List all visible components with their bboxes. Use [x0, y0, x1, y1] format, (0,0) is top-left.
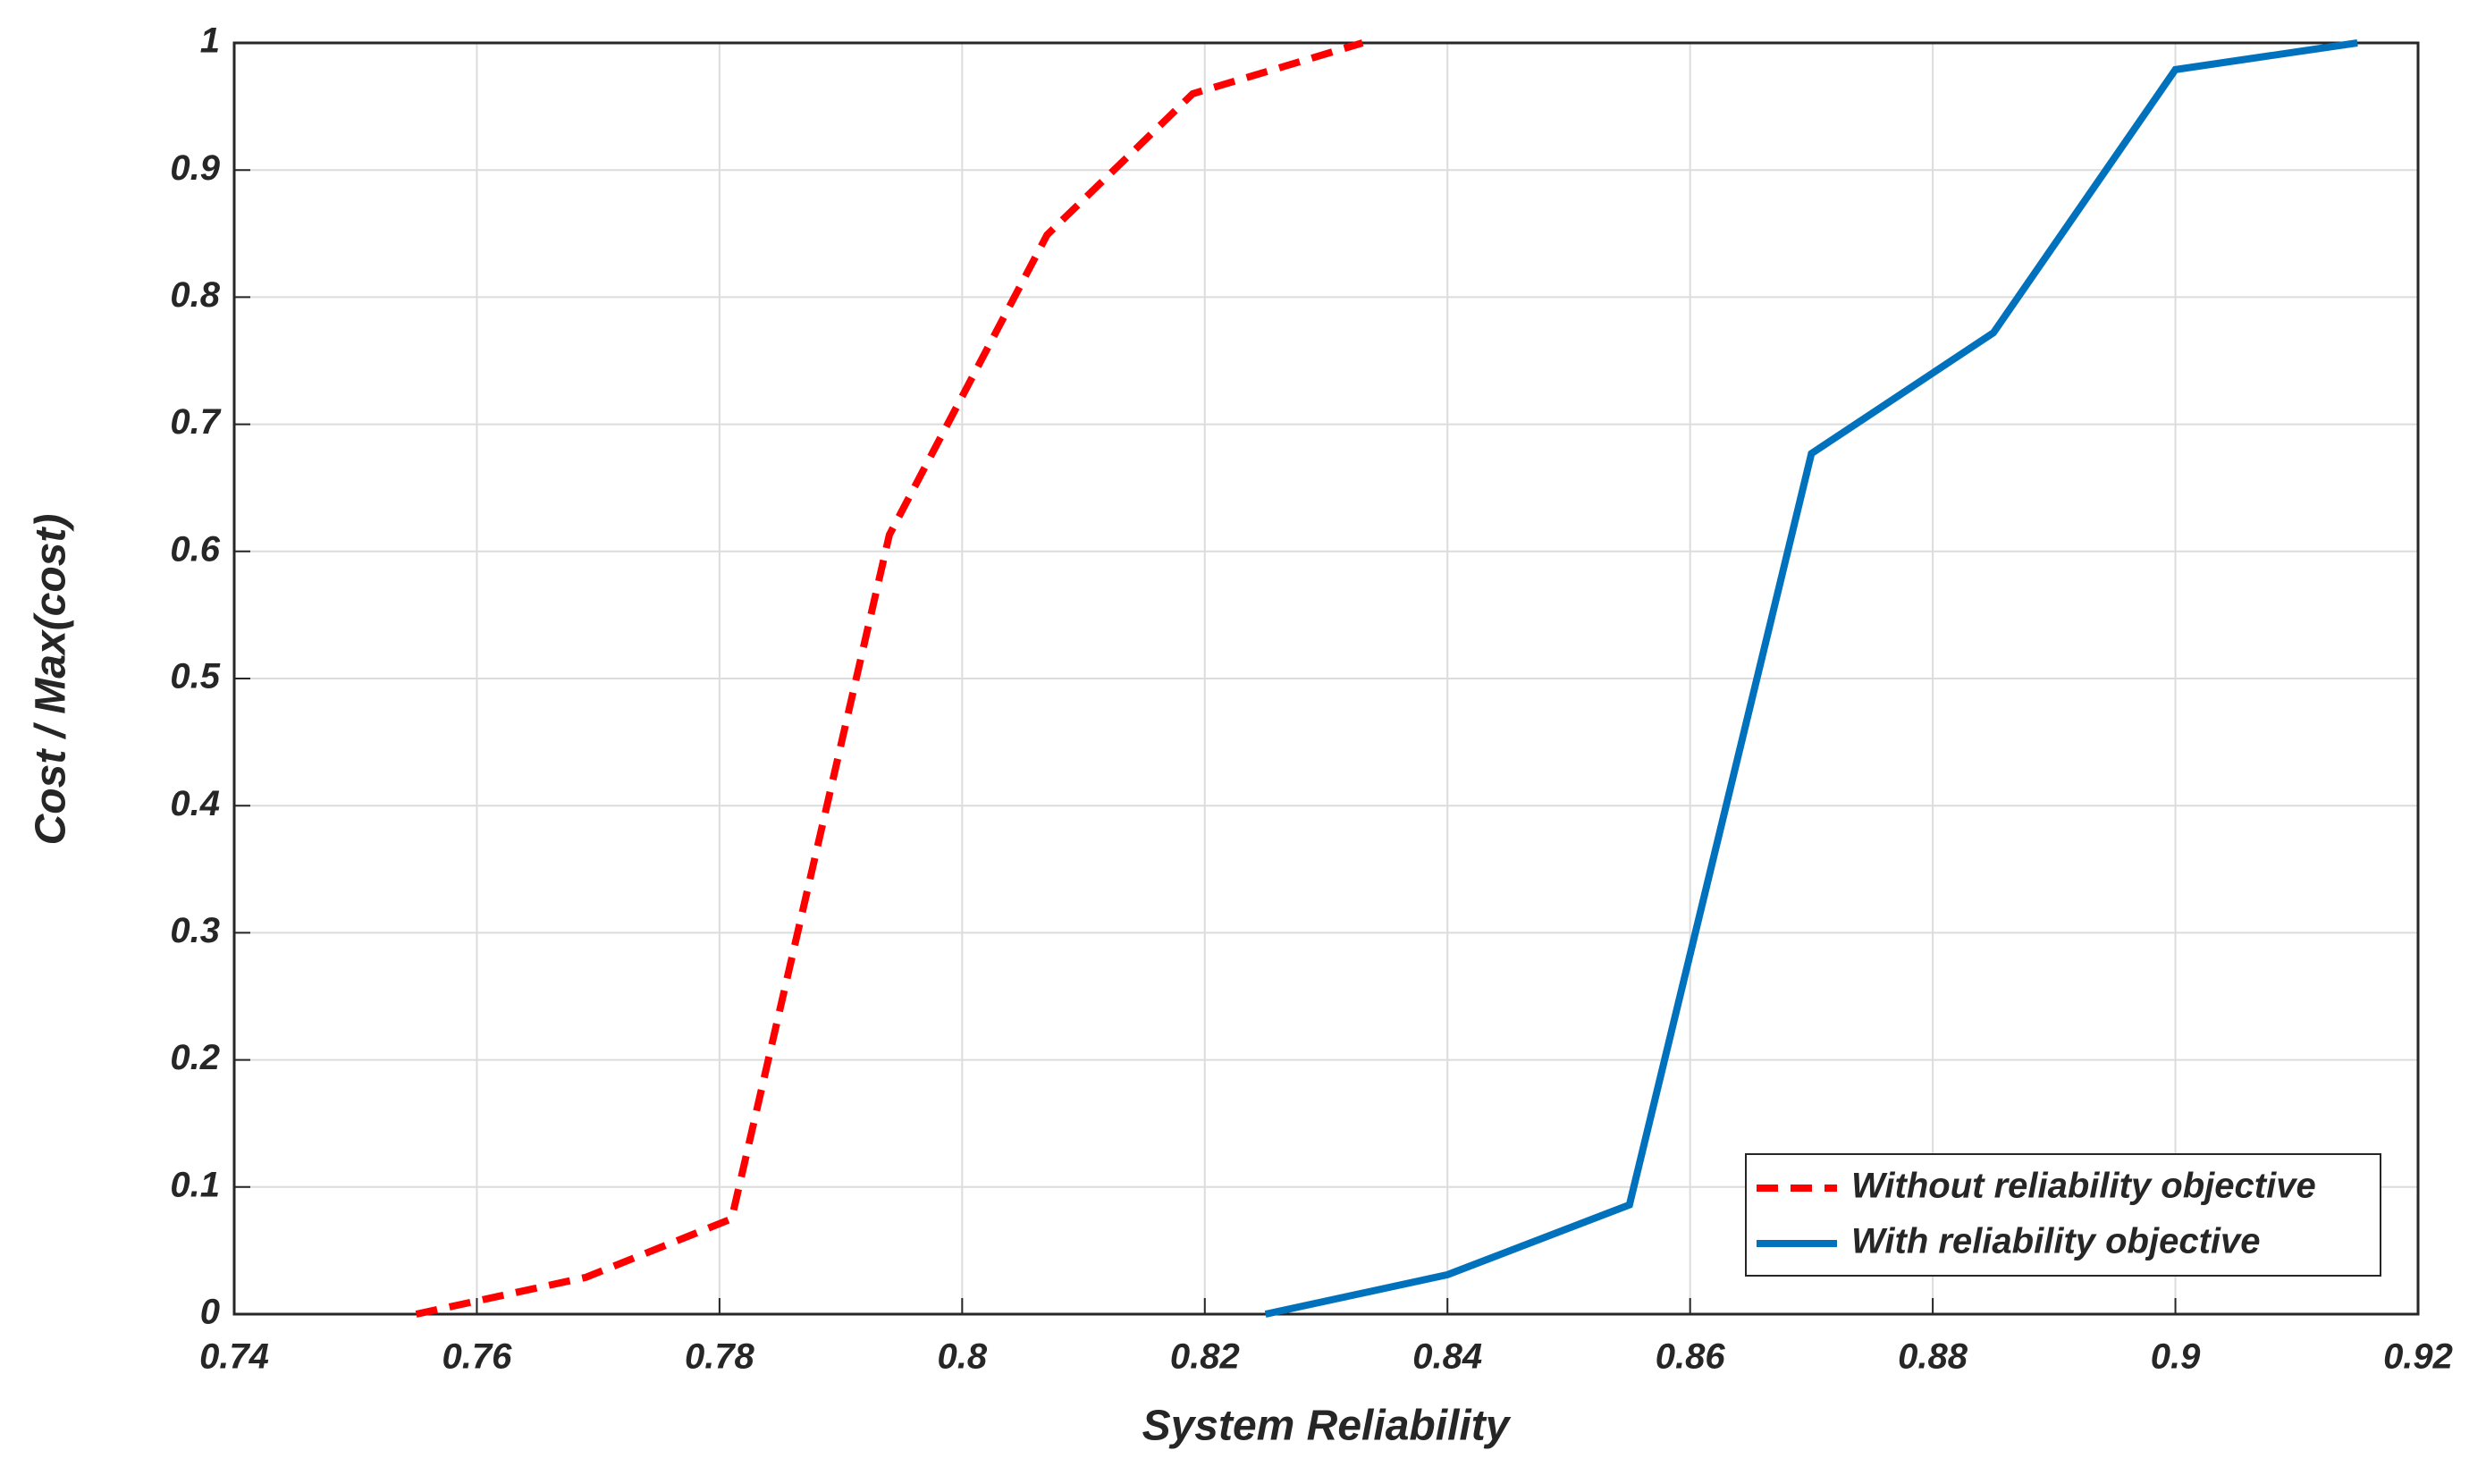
legend-label: Without reliability objective [1851, 1167, 2316, 1206]
x-tick-label: 0.88 [1898, 1337, 1968, 1377]
x-tick-label: 0.9 [2151, 1337, 2201, 1377]
y-tick-label: 0.5 [170, 657, 220, 696]
y-tick-label: 1 [200, 21, 220, 61]
x-tick-label: 0.74 [199, 1337, 269, 1377]
legend: Without reliability objective With reliab… [1745, 1153, 2381, 1277]
y-tick-label: 0.6 [170, 529, 220, 569]
y-tick-label: 0.1 [170, 1165, 220, 1204]
x-tick-label: 0.82 [1170, 1337, 1240, 1377]
x-axis-label: System Reliability [1142, 1403, 1512, 1450]
x-tick-label: 0.76 [442, 1337, 513, 1377]
y-tick-label: 0 [200, 1293, 220, 1332]
y-tick-label: 0.9 [170, 148, 220, 188]
legend-box [1745, 1153, 2381, 1277]
y-tick-label: 0.2 [170, 1038, 220, 1077]
y-tick-label: 0.4 [170, 784, 220, 823]
legend-label: With reliability objective [1851, 1222, 2261, 1261]
data-line [415, 39, 1364, 1318]
x-tick-label: 0.8 [938, 1337, 988, 1377]
x-tick-label: 0.78 [685, 1337, 755, 1377]
x-tick-label: 0.86 [1656, 1337, 1726, 1377]
y-tick-label: 0.3 [170, 911, 220, 950]
plot-frame [232, 41, 2420, 1316]
y-tick-label: 0.7 [170, 402, 221, 442]
x-tick-label: 0.84 [1412, 1337, 1482, 1377]
y-axis-label: Cost / Max(cost) [28, 514, 75, 846]
data-line [1264, 39, 2358, 1318]
x-tick-label: 0.92 [2383, 1337, 2453, 1377]
y-tick-label: 0.8 [170, 275, 220, 315]
